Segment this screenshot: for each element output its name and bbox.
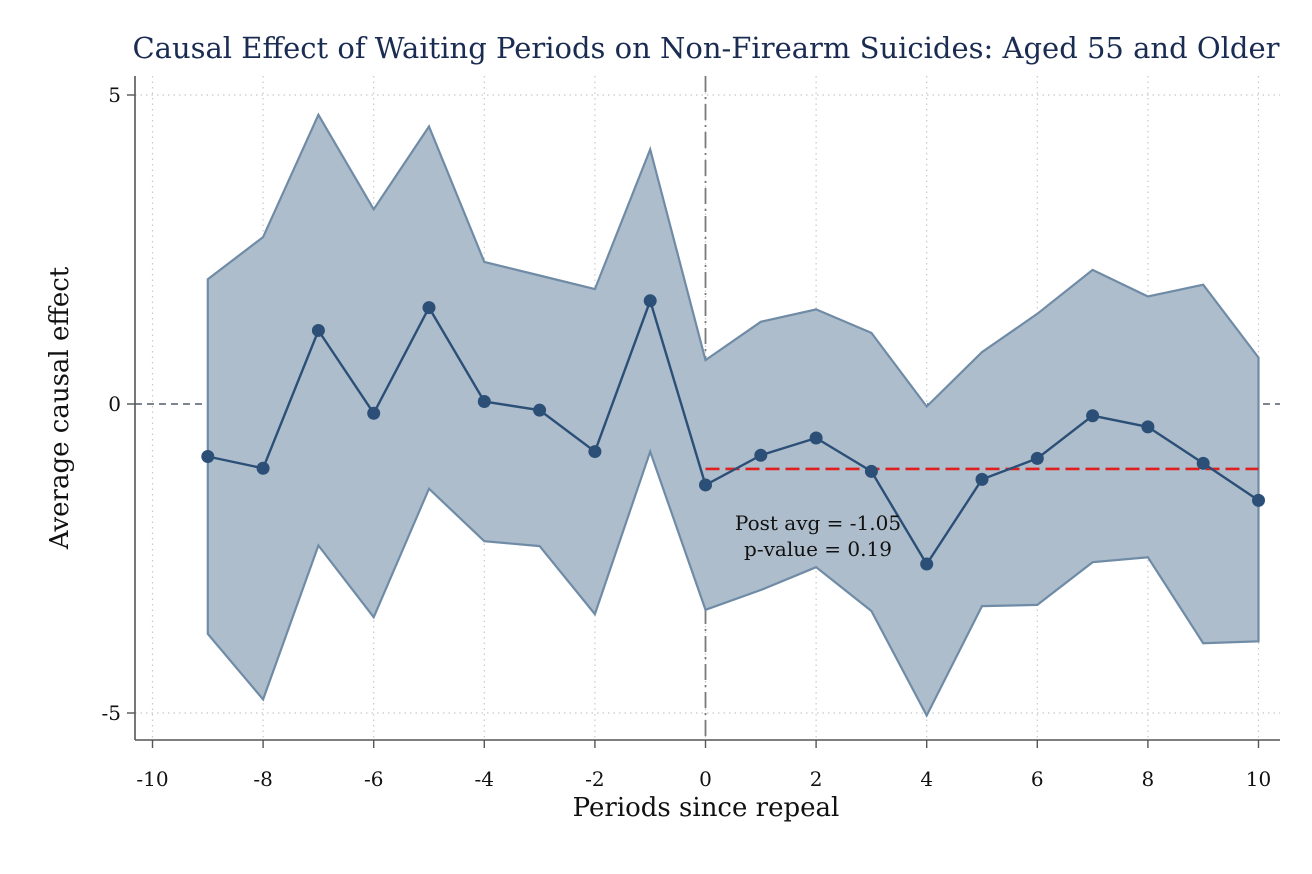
data-point xyxy=(422,301,436,315)
data-point xyxy=(1086,409,1100,423)
x-tick-label: -4 xyxy=(475,767,494,791)
x-tick-label: -10 xyxy=(136,767,168,791)
y-tick-label: 0 xyxy=(108,392,121,416)
data-point xyxy=(1196,456,1210,470)
data-point xyxy=(256,461,270,475)
x-tick-label: 2 xyxy=(810,767,823,791)
confidence-band xyxy=(206,112,1260,718)
data-point xyxy=(367,406,381,420)
data-point xyxy=(477,395,491,409)
data-point xyxy=(754,448,768,462)
data-point xyxy=(809,431,823,445)
gridlines xyxy=(135,76,1280,740)
data-point xyxy=(699,478,712,492)
data-point xyxy=(1252,493,1265,507)
chart-title: Causal Effect of Waiting Periods on Non-… xyxy=(132,31,1279,65)
data-point xyxy=(201,450,215,464)
x-tick-label: 8 xyxy=(1142,767,1155,791)
p-value-label: p-value = 0.19 xyxy=(744,537,892,561)
plot-area xyxy=(201,112,1265,718)
x-axis-label: Periods since repeal xyxy=(573,793,840,823)
post-average-label: Post avg = -1.05 xyxy=(735,511,901,535)
data-point xyxy=(533,403,547,417)
x-tick-label: 6 xyxy=(1031,767,1044,791)
x-tick-label: -8 xyxy=(253,767,272,791)
data-point xyxy=(864,464,878,478)
y-axis-label: Average causal effect xyxy=(45,266,75,550)
x-tick-label: -6 xyxy=(364,767,383,791)
x-tick-label: 10 xyxy=(1246,767,1271,791)
estimate-line xyxy=(207,297,1260,567)
axes: -10 -8 -6 -4 -2 0 2 4 6 8 10 -5 0 5 xyxy=(102,76,1280,791)
data-point xyxy=(311,323,325,337)
data-point xyxy=(975,472,989,486)
annotation: Post avg = -1.05 p-value = 0.19 xyxy=(735,511,901,561)
x-tick-label: 0 xyxy=(699,767,712,791)
x-tick-label: 4 xyxy=(920,767,933,791)
data-point xyxy=(588,445,602,459)
y-tick-label: 5 xyxy=(108,83,121,107)
y-tick-label: -5 xyxy=(102,701,121,725)
data-point xyxy=(643,294,657,308)
data-point xyxy=(920,557,934,571)
data-point xyxy=(1141,420,1155,434)
data-point xyxy=(1030,451,1044,465)
x-tick-label: -2 xyxy=(585,767,604,791)
